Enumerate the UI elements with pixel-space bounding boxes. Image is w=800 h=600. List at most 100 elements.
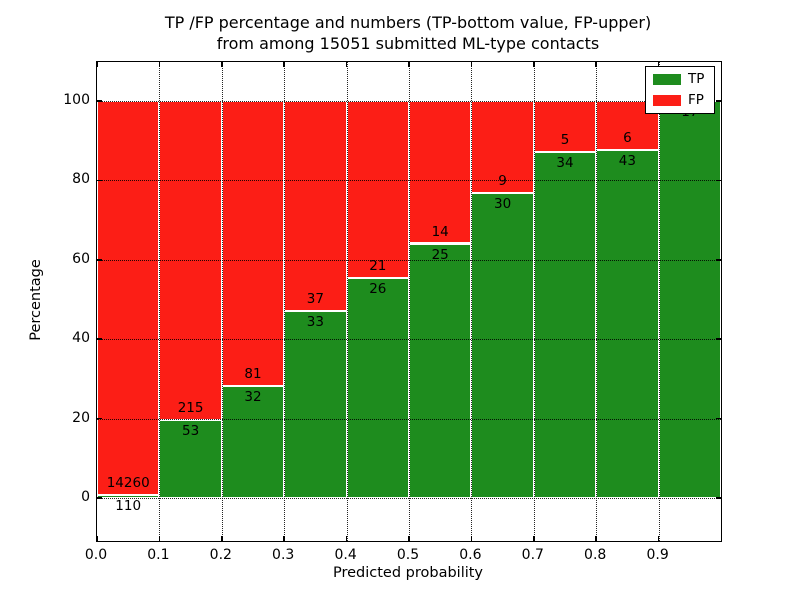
y-tick-mark bbox=[716, 417, 721, 420]
fp-count-label: 14260 bbox=[106, 475, 150, 492]
x-tick-mark bbox=[657, 536, 660, 541]
tp-count-label: 32 bbox=[244, 388, 262, 405]
bar-segment-fp bbox=[284, 100, 347, 311]
x-tick-label: 0.4 bbox=[334, 547, 357, 563]
bar-segment-fp bbox=[409, 100, 472, 244]
legend-label: FP bbox=[688, 92, 704, 108]
x-tick-mark bbox=[158, 536, 161, 541]
fp-count-label: 9 bbox=[498, 172, 507, 189]
legend-row: FP bbox=[653, 93, 707, 108]
tp-count-label: 43 bbox=[618, 152, 636, 169]
x-tick-mark bbox=[283, 62, 285, 67]
gridline-vertical bbox=[658, 62, 660, 541]
fp-count-label: 21 bbox=[369, 258, 387, 275]
tp-count-label: 30 bbox=[494, 195, 512, 212]
legend-row: TP bbox=[653, 72, 707, 87]
bar-segment-tp bbox=[284, 310, 347, 499]
tp-count-label: 26 bbox=[369, 281, 387, 298]
y-tick-mark bbox=[716, 100, 721, 102]
y-tick-label: 80 bbox=[72, 171, 90, 188]
bar-segment-fp bbox=[346, 100, 409, 279]
x-tick-label: 0.8 bbox=[584, 547, 607, 563]
x-tick-label: 0.7 bbox=[521, 547, 544, 563]
x-tick-mark bbox=[470, 536, 473, 541]
x-tick-mark bbox=[595, 536, 597, 541]
legend-label: TP bbox=[688, 71, 705, 87]
chart-title: TP /FP percentage and numbers (TP-bottom… bbox=[58, 12, 758, 54]
x-tick-mark bbox=[470, 62, 473, 67]
y-tick-mark bbox=[97, 179, 102, 182]
tp-count-label: 33 bbox=[306, 313, 324, 330]
fp-count-label: 6 bbox=[623, 129, 632, 146]
gridline-vertical bbox=[409, 62, 410, 541]
x-tick-mark bbox=[657, 62, 660, 67]
gridline-vertical bbox=[596, 62, 598, 541]
x-tick-mark bbox=[345, 536, 348, 541]
fp-count-label: 5 bbox=[560, 131, 570, 148]
tp-count-label: 34 bbox=[556, 154, 574, 171]
x-tick-mark bbox=[96, 62, 98, 67]
y-tick-mark bbox=[716, 338, 721, 340]
y-tick-label: 20 bbox=[72, 409, 90, 426]
legend-swatch-tp bbox=[653, 74, 681, 85]
x-tick-mark bbox=[96, 536, 98, 541]
bar-segment-tp bbox=[658, 100, 721, 499]
x-tick-label: 0.9 bbox=[646, 547, 669, 563]
y-tick-mark bbox=[97, 497, 102, 499]
x-tick-mark bbox=[408, 536, 410, 541]
bar-segment-tp bbox=[409, 243, 472, 499]
y-tick-mark bbox=[97, 259, 102, 261]
plot-area: 1426011021553813237332126142593053464317 bbox=[96, 61, 722, 542]
bar-segment-tp bbox=[221, 385, 285, 499]
gridline-vertical bbox=[159, 62, 161, 541]
fp-count-label: 14 bbox=[431, 223, 449, 240]
x-tick-mark bbox=[158, 62, 161, 67]
y-tick-mark bbox=[716, 259, 721, 261]
bar-segment-fp bbox=[221, 100, 285, 386]
tp-count-label: 110 bbox=[115, 498, 142, 515]
gridline-vertical bbox=[533, 62, 535, 541]
fp-count-label: 81 bbox=[244, 365, 262, 382]
gridline-vertical bbox=[471, 62, 473, 541]
bar-segment-tp bbox=[533, 151, 597, 499]
y-tick-mark bbox=[716, 497, 721, 499]
x-tick-mark bbox=[221, 536, 223, 541]
y-tick-mark bbox=[97, 338, 102, 340]
x-tick-mark bbox=[221, 62, 223, 67]
bar-segment-tp bbox=[596, 149, 659, 499]
x-tick-label: 0.3 bbox=[272, 547, 295, 563]
fp-count-label: 37 bbox=[306, 290, 324, 307]
x-tick-mark bbox=[408, 62, 410, 67]
tp-count-label: 25 bbox=[431, 246, 449, 263]
gridline-vertical bbox=[284, 62, 286, 541]
x-tick-mark bbox=[533, 62, 535, 67]
y-tick-label: 40 bbox=[72, 330, 90, 347]
fp-count-label: 215 bbox=[177, 399, 204, 416]
x-tick-mark bbox=[345, 62, 348, 67]
x-tick-label: 0.5 bbox=[396, 547, 420, 563]
x-tick-label: 0.0 bbox=[84, 547, 108, 563]
legend: TP FP bbox=[645, 66, 715, 114]
y-tick-mark bbox=[716, 179, 721, 182]
y-tick-mark bbox=[97, 417, 102, 420]
x-tick-label: 0.6 bbox=[459, 547, 482, 563]
y-tick-label: 60 bbox=[72, 250, 90, 267]
chart-title-line1: TP /FP percentage and numbers (TP-bottom… bbox=[164, 13, 652, 32]
bar-segment-tp bbox=[97, 495, 160, 499]
bar-segment-tp bbox=[471, 192, 534, 499]
gridline-vertical bbox=[221, 62, 223, 541]
x-tick-label: 0.2 bbox=[209, 547, 232, 563]
x-tick-mark bbox=[595, 62, 597, 67]
x-tick-mark bbox=[533, 536, 535, 541]
bar-segment-fp bbox=[97, 100, 160, 496]
gridline-vertical bbox=[346, 62, 348, 541]
x-tick-label: 0.1 bbox=[147, 547, 170, 563]
bar-segment-tp bbox=[346, 278, 409, 499]
tp-count-label: 53 bbox=[182, 422, 200, 439]
x-tick-mark bbox=[283, 536, 285, 541]
y-tick-label: 100 bbox=[63, 91, 90, 108]
y-tick-mark bbox=[97, 100, 102, 102]
chart-title-line2: from among 15051 submitted ML-type conta… bbox=[216, 34, 600, 53]
x-axis-label: Predicted probability bbox=[332, 565, 484, 581]
